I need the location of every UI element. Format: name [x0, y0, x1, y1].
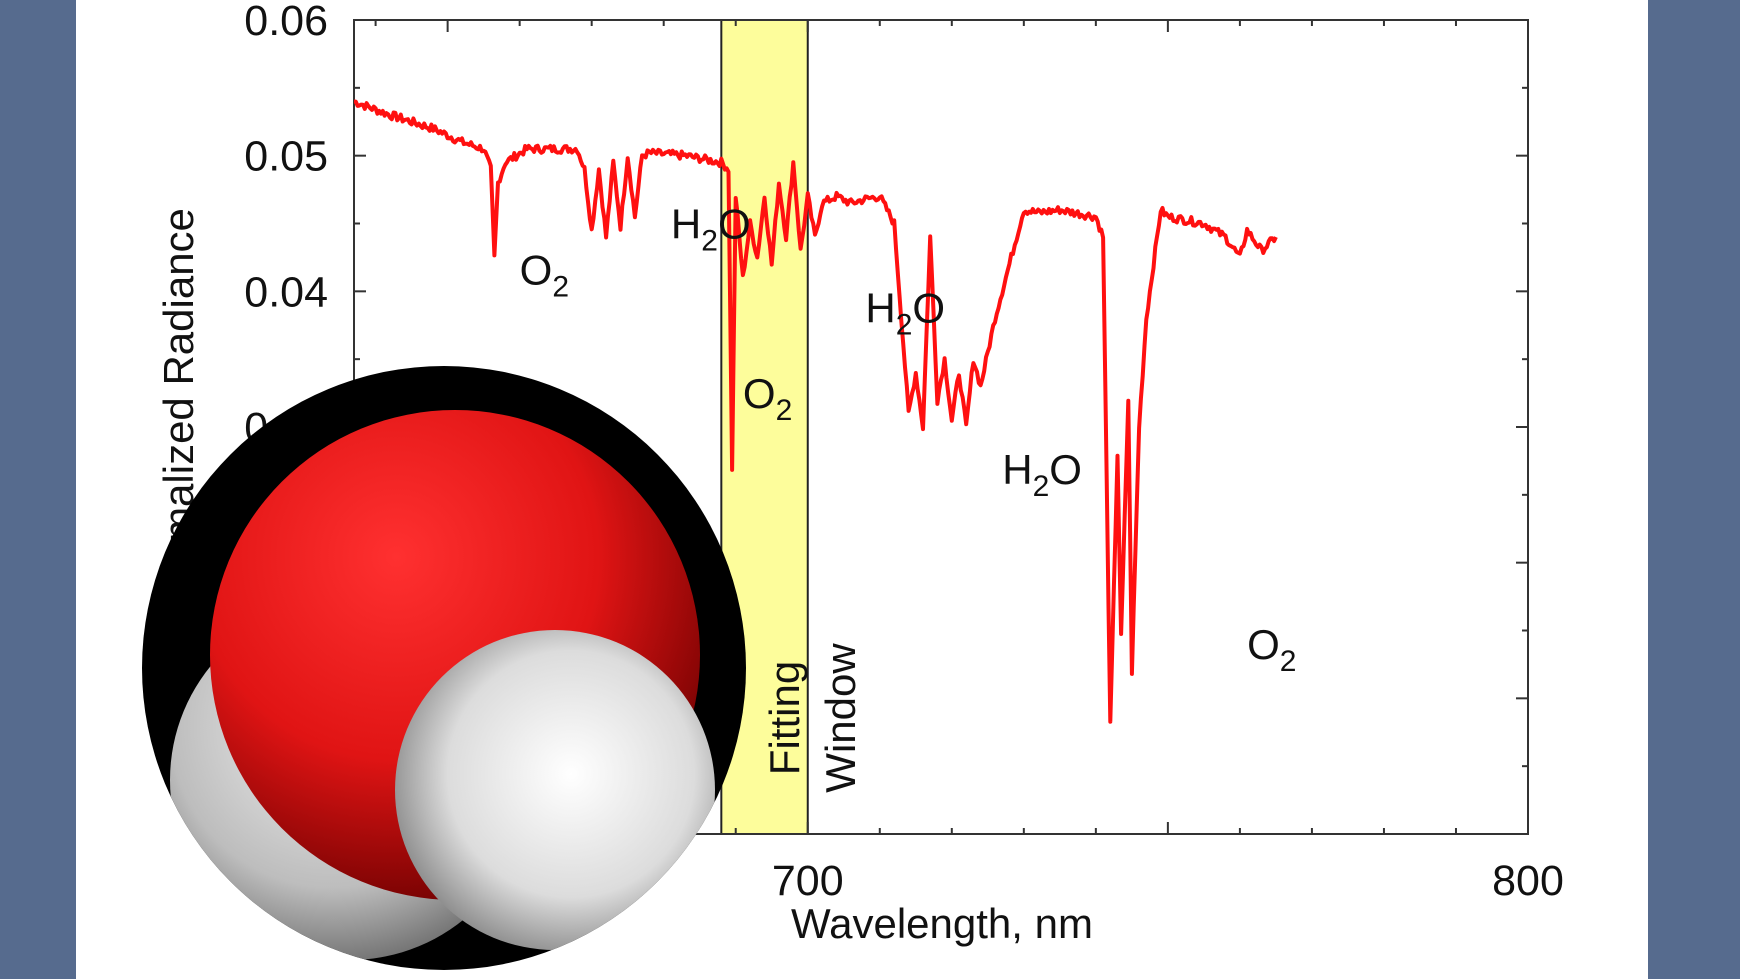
x-tick-label-700: 700 — [772, 857, 844, 905]
label-h2o-1: H2O — [671, 200, 751, 257]
label-subscript: 2 — [1033, 470, 1050, 503]
y-axis-title: rmalized Radiance — [155, 208, 202, 556]
label-subscript: 2 — [896, 309, 913, 342]
label-subscript: 2 — [701, 224, 718, 257]
label-base: H — [865, 285, 895, 332]
y-tick-label-0.06: 0.06 — [244, 0, 328, 45]
label-o2-1: O2 — [520, 247, 569, 304]
x-tick-label-800: 800 — [1492, 857, 1564, 905]
right-margin — [1648, 0, 1740, 979]
label-o2-2: O2 — [743, 370, 792, 427]
absorption-labels: O2 H2O O2 H2O H2O O2 — [520, 200, 1297, 678]
water-molecule-icon — [142, 366, 746, 970]
label-subscript: 2 — [552, 271, 569, 304]
label-tail: O — [1049, 446, 1082, 493]
label-h2o-2: H2O — [865, 285, 945, 342]
label-o2-3: O2 — [1247, 621, 1296, 678]
label-base: O — [1247, 621, 1280, 668]
label-tail: O — [912, 285, 945, 332]
y-tick-label-0.05: 0.05 — [244, 133, 328, 181]
label-base: O — [520, 247, 553, 294]
label-base: H — [1002, 446, 1032, 493]
label-tail: O — [718, 200, 751, 247]
x-axis-title: Wavelength, nm — [791, 900, 1093, 947]
fitting-window-label-line2: Window — [817, 643, 864, 793]
label-base: O — [743, 370, 776, 417]
radiance-series-line — [353, 99, 1278, 724]
label-h2o-3: H2O — [1002, 446, 1082, 503]
label-subscript: 2 — [1280, 645, 1297, 678]
left-margin — [0, 0, 76, 979]
y-tick-label-0.04: 0.04 — [244, 268, 328, 316]
fitting-window-label-line1: Fitting — [761, 661, 808, 775]
label-subscript: 2 — [776, 394, 793, 427]
label-base: H — [671, 200, 701, 247]
